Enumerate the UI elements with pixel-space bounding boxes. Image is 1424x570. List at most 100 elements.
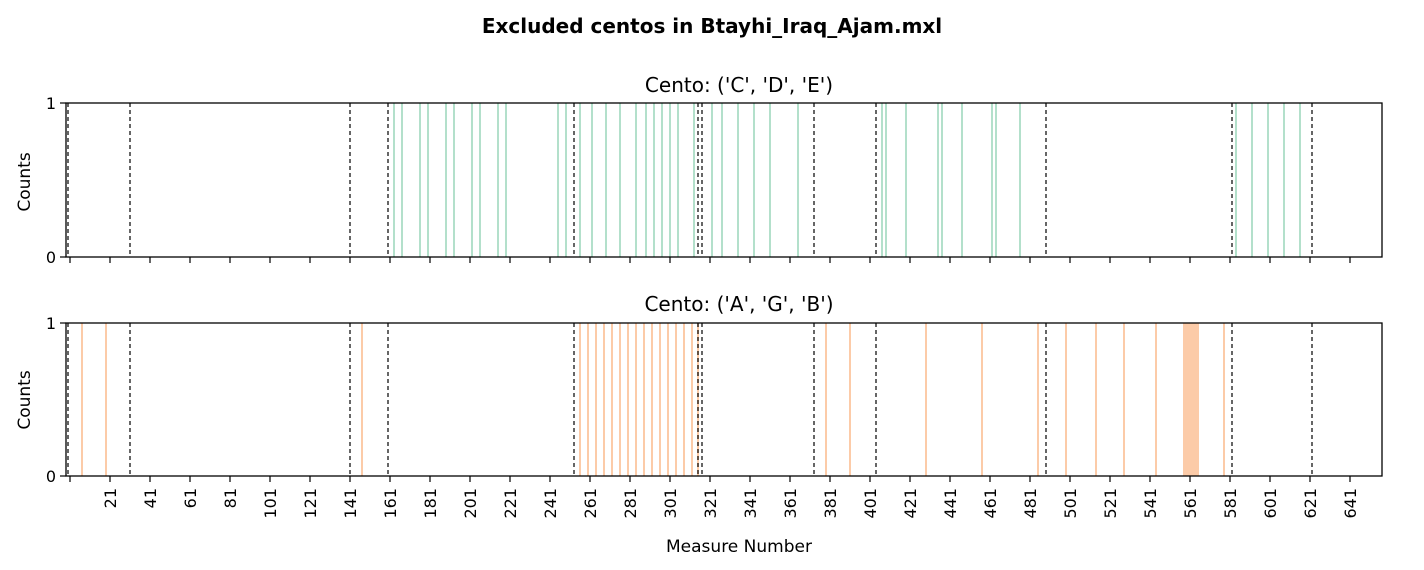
x-tick-label: 21 [101,488,120,508]
x-tick-label: 621 [1301,488,1320,519]
bar [675,323,677,476]
bar [881,103,883,257]
bar [587,323,589,476]
bar [1197,323,1199,476]
x-tick-label: 361 [781,488,800,519]
x-tick-label: 101 [261,488,280,519]
x-axis-label: Measure Number [666,537,812,557]
bar [961,103,963,257]
bar [669,103,671,257]
bar [1037,323,1039,476]
x-tick-label: 181 [421,488,440,519]
y-tick-label: 0 [46,248,56,267]
bar [471,103,473,257]
bar [659,323,661,476]
bar [661,103,663,257]
x-tick-label: 341 [741,488,760,519]
bar [721,103,723,257]
bar [619,323,621,476]
bar [361,323,363,476]
bar [849,323,851,476]
bar [941,103,943,257]
bar [1185,323,1187,476]
x-tick-label: 401 [861,488,880,519]
bar [453,103,455,257]
x-tick-label: 641 [1341,488,1360,519]
x-tick-label: 421 [901,488,920,519]
bar [1299,103,1301,257]
bar [1183,323,1185,476]
y-tick-label: 1 [46,94,56,113]
x-tick-label: 201 [461,488,480,519]
bar [825,323,827,476]
x-tick-label: 381 [821,488,840,519]
x-tick-label: 581 [1221,488,1240,519]
bar [1193,323,1195,476]
bars-top [393,103,1301,257]
bar [1191,323,1193,476]
bar [797,103,799,257]
x-tick-label: 541 [1141,488,1160,519]
bar [635,323,637,476]
plot-frame-bottom [65,322,1383,477]
x-tick-label: 521 [1101,488,1120,519]
bar [683,323,685,476]
bar [1123,323,1125,476]
bar [1235,103,1237,257]
bar [651,323,653,476]
bar [643,323,645,476]
bar [579,323,581,476]
bar [1195,323,1197,476]
bar [497,103,499,257]
bar [769,103,771,257]
bar [981,323,983,476]
x-ticks-top [69,257,1351,263]
x-tick-label: 61 [181,488,200,508]
bar [737,103,739,257]
y-tick-label: 0 [46,467,56,486]
bar [605,103,607,257]
x-ticks-bottom: 21 41 61 81 101 121 141 161 181 201 221 241 261 281 30… [69,476,1360,519]
bar [925,323,927,476]
x-tick-label: 41 [141,488,160,508]
x-tick-label: 261 [581,488,600,519]
bar [635,103,637,257]
bar [557,103,559,257]
bar [937,103,939,257]
bar [1065,323,1067,476]
chart-panel-bottom: Cento: ('A', 'G', 'B') Counts 01 21 41 61 8… [15,292,1383,519]
bar [991,103,993,257]
bar [401,103,403,257]
bar [565,103,567,257]
bar [105,323,107,476]
section-lines-top [67,103,1313,257]
bar [995,103,997,257]
x-tick-label: 561 [1181,488,1200,519]
x-tick-label: 281 [621,488,640,519]
x-tick-label: 461 [981,488,1000,519]
y-axis-label-top: Counts [15,152,35,211]
bar [711,103,713,257]
bar [427,103,429,257]
bar [1187,323,1189,476]
bar [1019,103,1021,257]
bar [1095,323,1097,476]
bar [393,103,395,257]
bar [419,103,421,257]
bar [1189,323,1191,476]
section-lines-bottom [67,323,1313,476]
panel-title-bottom: Cento: ('A', 'G', 'B') [644,292,833,316]
bar [1251,103,1253,257]
bar [693,103,695,257]
bar [505,103,507,257]
y-axis-top: 01 [46,94,66,267]
bar [595,323,597,476]
x-tick-label: 161 [381,488,400,519]
bar [611,323,613,476]
bar [627,323,629,476]
bar [885,103,887,257]
bar [697,323,699,476]
bar [445,103,447,257]
bar [479,103,481,257]
